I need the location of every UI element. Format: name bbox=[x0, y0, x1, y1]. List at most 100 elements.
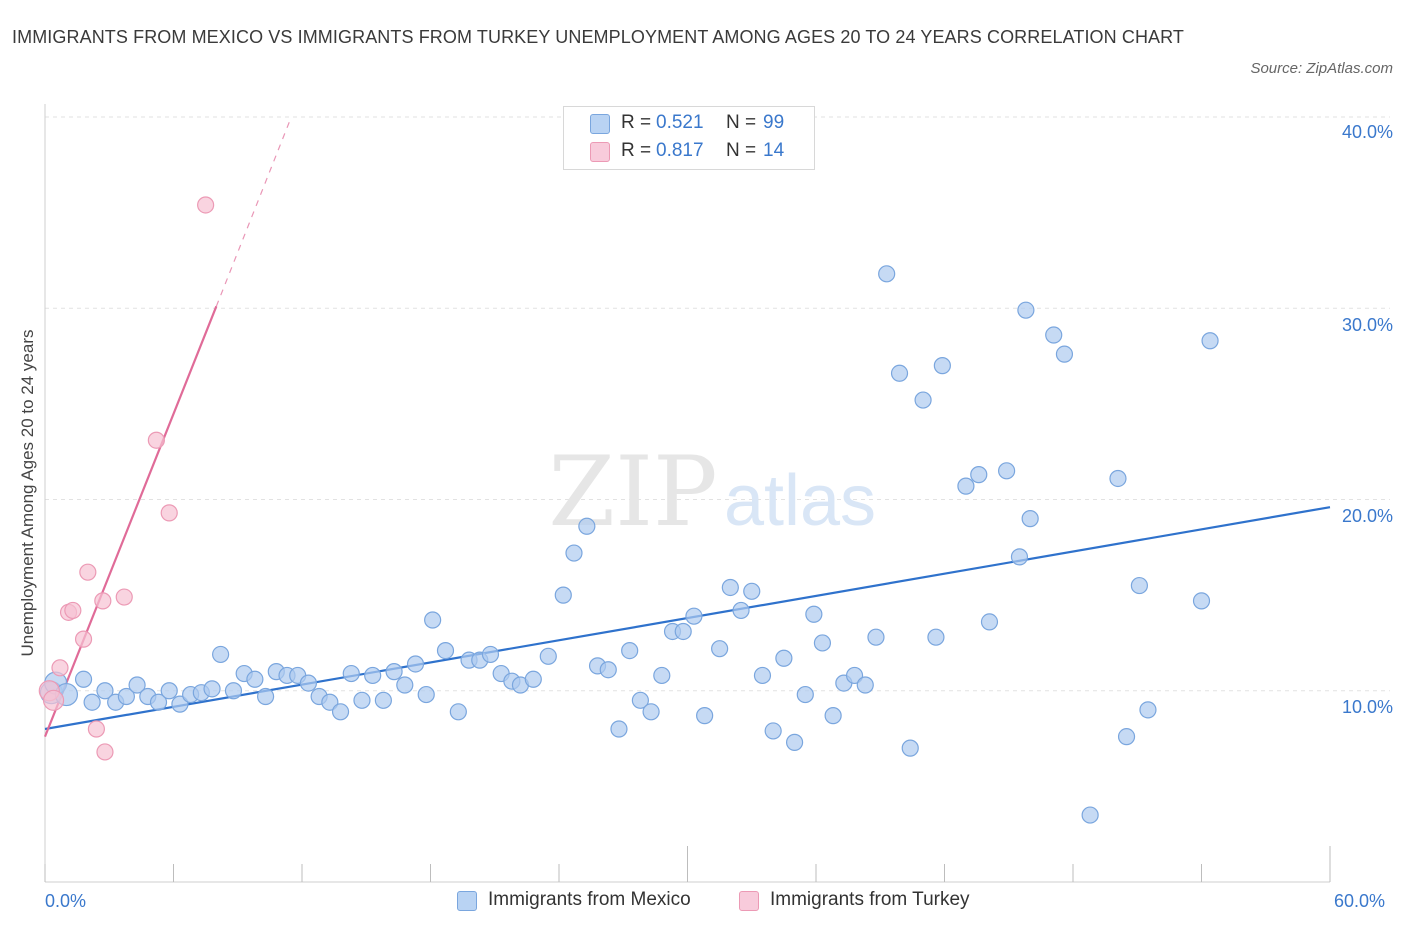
mexico-point bbox=[927, 628, 945, 646]
mexico-point bbox=[1021, 510, 1039, 528]
turkey-point bbox=[94, 592, 112, 610]
mexico-points bbox=[39, 265, 1219, 824]
mexico-point bbox=[867, 628, 885, 646]
mexico-point bbox=[299, 674, 318, 692]
mexico-point bbox=[160, 682, 178, 700]
mexico-point bbox=[1192, 592, 1211, 610]
mexico-point bbox=[74, 670, 93, 688]
turkey-points bbox=[38, 196, 215, 761]
mexico-r-label: R = bbox=[621, 112, 652, 133]
turkey-point bbox=[79, 563, 97, 581]
mexico-point bbox=[424, 611, 442, 629]
mexico-point bbox=[998, 462, 1016, 480]
mexico-point bbox=[1010, 548, 1029, 566]
watermark-zip: ZIP bbox=[548, 436, 717, 548]
mexico-point bbox=[1055, 345, 1074, 363]
mexico-point bbox=[933, 357, 951, 375]
mexico-point bbox=[149, 693, 168, 711]
watermark: ZIP atlas bbox=[548, 436, 876, 548]
mexico-n-label: N = bbox=[726, 112, 757, 133]
mexico-point bbox=[696, 707, 714, 725]
mexico-point bbox=[901, 739, 919, 757]
mexico-point bbox=[171, 695, 189, 713]
turkey-n-value: 14 bbox=[763, 140, 785, 161]
mexico-point bbox=[1109, 469, 1127, 488]
mexico-point bbox=[436, 641, 455, 660]
x-tick-label-min: 0.0% bbox=[45, 891, 87, 911]
trendlines bbox=[43, 116, 1331, 738]
mexico-point bbox=[417, 685, 435, 704]
chart-title: IMMIGRANTS FROM MEXICO VS IMMIGRANTS FRO… bbox=[12, 27, 1185, 47]
source-label: Source: ZipAtlas.com bbox=[1250, 60, 1393, 77]
mexico-point bbox=[753, 666, 772, 685]
mexico-point bbox=[631, 691, 649, 709]
mexico-point bbox=[805, 605, 823, 623]
mexico-point bbox=[980, 613, 999, 631]
mexico-point bbox=[721, 578, 739, 597]
turkey-point bbox=[51, 659, 69, 677]
mexico-point bbox=[128, 676, 146, 694]
turkey-point bbox=[74, 630, 93, 648]
bottom-turkey-swatch bbox=[739, 891, 759, 911]
mexico-point bbox=[578, 517, 596, 535]
turkey-point bbox=[115, 588, 133, 606]
mexico-point bbox=[256, 687, 275, 706]
mexico-point bbox=[653, 666, 671, 685]
mexico-point bbox=[796, 685, 814, 704]
turkey-point bbox=[64, 601, 82, 620]
mexico-point bbox=[96, 682, 114, 700]
watermark-atlas: atlas bbox=[724, 461, 876, 541]
mexico-point bbox=[565, 544, 583, 562]
mexico-point bbox=[353, 691, 371, 709]
mexico-point bbox=[539, 647, 557, 665]
mexico-point bbox=[117, 687, 135, 706]
bottom-turkey-label: Immigrants from Turkey bbox=[770, 889, 970, 910]
turkey-r-value: 0.817 bbox=[656, 140, 704, 161]
mexico-n-value: 99 bbox=[763, 112, 785, 133]
mexico-point bbox=[374, 691, 392, 709]
mexico-point bbox=[342, 664, 360, 683]
mexico-point bbox=[406, 655, 425, 673]
mexico-point bbox=[524, 670, 542, 688]
bottom-mexico-label: Immigrants from Mexico bbox=[488, 889, 691, 910]
mexico-point bbox=[970, 466, 988, 484]
mexico-point bbox=[914, 391, 932, 409]
turkey-point bbox=[147, 431, 165, 449]
turkey-point bbox=[87, 720, 106, 738]
turkey-trendline-extension bbox=[215, 116, 292, 307]
turkey-r-label: R = bbox=[621, 140, 652, 161]
y-tick-label-10: 10.0% bbox=[1341, 697, 1393, 717]
y-tick-label-40: 40.0% bbox=[1341, 122, 1393, 142]
mexico-point bbox=[785, 733, 804, 751]
mexico-point bbox=[764, 722, 782, 740]
mexico-point bbox=[449, 703, 467, 721]
mexico-point bbox=[642, 703, 660, 721]
mexico-point bbox=[321, 693, 339, 711]
mexico-point bbox=[1130, 576, 1148, 595]
mexico-point bbox=[878, 265, 896, 283]
mexico-point bbox=[1045, 326, 1063, 344]
mexico-point bbox=[743, 582, 761, 600]
turkey-point bbox=[42, 689, 65, 711]
mexico-point bbox=[599, 661, 617, 679]
mexico-point bbox=[813, 634, 832, 652]
mexico-point bbox=[890, 364, 909, 382]
mexico-point bbox=[1117, 728, 1136, 746]
mexico-point bbox=[610, 720, 628, 738]
mexico-point bbox=[364, 666, 382, 685]
mexico-point bbox=[957, 477, 975, 495]
turkey-trendline bbox=[43, 305, 218, 738]
mexico-point bbox=[83, 693, 101, 711]
mexico-point bbox=[481, 645, 500, 664]
mexico-point bbox=[1081, 806, 1099, 824]
mexico-point bbox=[203, 680, 221, 698]
mexico-r-value: 0.521 bbox=[656, 112, 704, 133]
bottom-mexico-swatch bbox=[457, 891, 477, 911]
mexico-point bbox=[685, 607, 703, 625]
mexico-point bbox=[711, 640, 729, 658]
turkey-point bbox=[197, 196, 215, 214]
mexico-point bbox=[674, 622, 692, 641]
turkey-swatch bbox=[590, 142, 610, 162]
mexico-point bbox=[732, 601, 750, 620]
y-tick-label-20: 20.0% bbox=[1341, 506, 1393, 526]
